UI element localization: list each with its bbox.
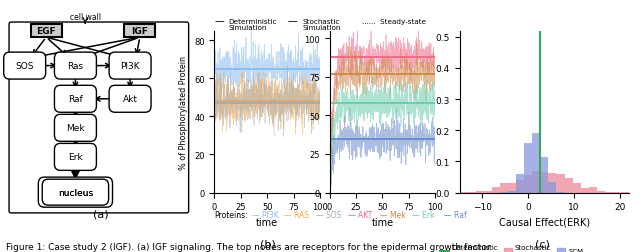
Bar [508,183,516,193]
Bar [500,183,508,193]
Bar [548,182,556,193]
Legend: Deterministic
Simulation, Stochastic
simulation, SCM: Deterministic Simulation, Stochastic sim… [438,241,586,252]
Bar [516,175,524,193]
Text: EGF: EGF [36,27,56,36]
Bar [556,175,564,193]
Text: SOS: SOS [15,62,34,71]
Text: (b): (b) [260,238,275,248]
Bar [580,188,589,193]
Bar [532,171,540,193]
FancyBboxPatch shape [54,144,97,171]
Bar [605,192,613,193]
FancyBboxPatch shape [4,53,45,80]
Text: — Raf: — Raf [444,210,467,219]
FancyBboxPatch shape [54,115,97,142]
Text: Figure 1: Case study 2 (IGF). (a) IGF signaling. The top nodes are receptors for: Figure 1: Case study 2 (IGF). (a) IGF si… [6,242,491,251]
Bar [484,191,492,193]
Text: IGF: IGF [131,27,148,36]
Bar [492,187,500,193]
Bar [460,192,468,193]
Bar [524,143,532,193]
Bar [476,191,484,193]
Bar [516,180,524,193]
Bar [532,134,540,193]
Bar [540,157,548,193]
Text: Akt: Akt [123,95,138,104]
Bar [613,192,621,193]
FancyBboxPatch shape [124,24,156,38]
Text: Simulation: Simulation [228,25,267,31]
Bar [548,174,556,193]
Bar [564,178,573,193]
FancyBboxPatch shape [109,86,151,113]
FancyBboxPatch shape [54,86,97,113]
Text: nucleus: nucleus [58,188,93,197]
Text: PI3K: PI3K [120,62,140,71]
Text: —: — [288,16,298,26]
X-axis label: time: time [256,217,278,227]
FancyBboxPatch shape [38,177,113,207]
X-axis label: time: time [371,217,394,227]
Text: —: — [214,16,224,26]
Bar [524,175,532,193]
Bar [556,192,564,193]
Text: Raf: Raf [68,95,83,104]
Text: Mek: Mek [66,124,84,133]
Text: — Mek: — Mek [380,210,405,219]
Bar [597,191,605,193]
Text: Proteins:: Proteins: [214,210,248,219]
Y-axis label: % of Phosphorylated Protein: % of Phosphorylated Protein [179,55,189,169]
Text: — Erk: — Erk [412,210,434,219]
Bar [589,187,597,193]
Text: Erk: Erk [68,153,83,162]
Text: Deterministic: Deterministic [228,19,277,25]
Text: — SOS: — SOS [316,210,341,219]
Text: cell wall: cell wall [70,13,100,22]
FancyBboxPatch shape [54,53,97,80]
Text: nucleus: nucleus [58,188,93,197]
Text: — RAS: — RAS [284,210,308,219]
Text: ......  Steady-state: ...... Steady-state [362,19,426,25]
Text: — AKT: — AKT [348,210,372,219]
Bar [508,191,516,193]
FancyBboxPatch shape [31,24,62,38]
X-axis label: Causal Effect(ERK): Causal Effect(ERK) [499,217,590,227]
Text: Stochastic: Stochastic [302,19,339,25]
Text: (c): (c) [535,238,550,248]
Text: Simulation: Simulation [302,25,340,31]
FancyBboxPatch shape [109,53,151,80]
Text: Ras: Ras [67,62,83,71]
Bar [573,183,580,193]
Text: — PI3K: — PI3K [252,210,278,219]
Bar [500,192,508,193]
Bar [540,173,548,193]
Text: (a): (a) [93,208,109,218]
